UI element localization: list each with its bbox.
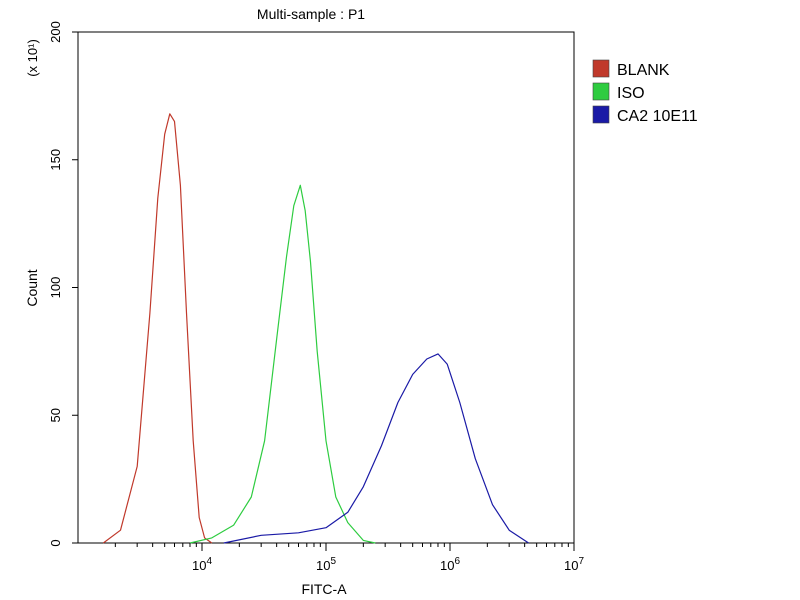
x-axis-label: FITC-A <box>301 581 347 597</box>
y-tick-label: 200 <box>48 21 63 43</box>
legend-swatch <box>592 105 610 124</box>
series-line <box>102 113 213 544</box>
y-tick-label: 50 <box>48 408 63 422</box>
x-tick-exponent: 5 <box>330 556 336 567</box>
y-tick-label: 0 <box>48 539 63 546</box>
x-tick-exponent: 7 <box>578 556 584 567</box>
plot-frame <box>77 31 575 544</box>
x-tick-label: 105 <box>316 556 336 573</box>
x-tick-base: 10 <box>440 558 454 573</box>
x-tick-label: 106 <box>440 556 460 573</box>
legend-label: BLANK <box>617 62 670 79</box>
chart-title: Multi-sample : P1 <box>257 6 365 22</box>
y-axis-label: Count <box>24 269 40 306</box>
series-line <box>189 184 376 544</box>
x-tick-label: 107 <box>564 556 584 573</box>
x-tick-exponent: 6 <box>454 556 460 567</box>
legend-label: ISO <box>617 85 645 102</box>
legend-swatch <box>592 82 610 101</box>
legend-swatch <box>592 59 610 78</box>
x-tick-base: 10 <box>564 558 578 573</box>
x-tick-exponent: 4 <box>206 556 212 567</box>
x-tick-base: 10 <box>192 558 206 573</box>
x-tick-label: 104 <box>192 556 212 573</box>
x-tick-base: 10 <box>316 558 330 573</box>
legend-label: CA2 10E11 <box>617 108 698 125</box>
y-tick-label: 150 <box>48 149 63 171</box>
y-multiplier-label: (x 10¹) <box>25 39 40 77</box>
series-line <box>223 353 529 544</box>
y-tick-label: 100 <box>48 277 63 299</box>
